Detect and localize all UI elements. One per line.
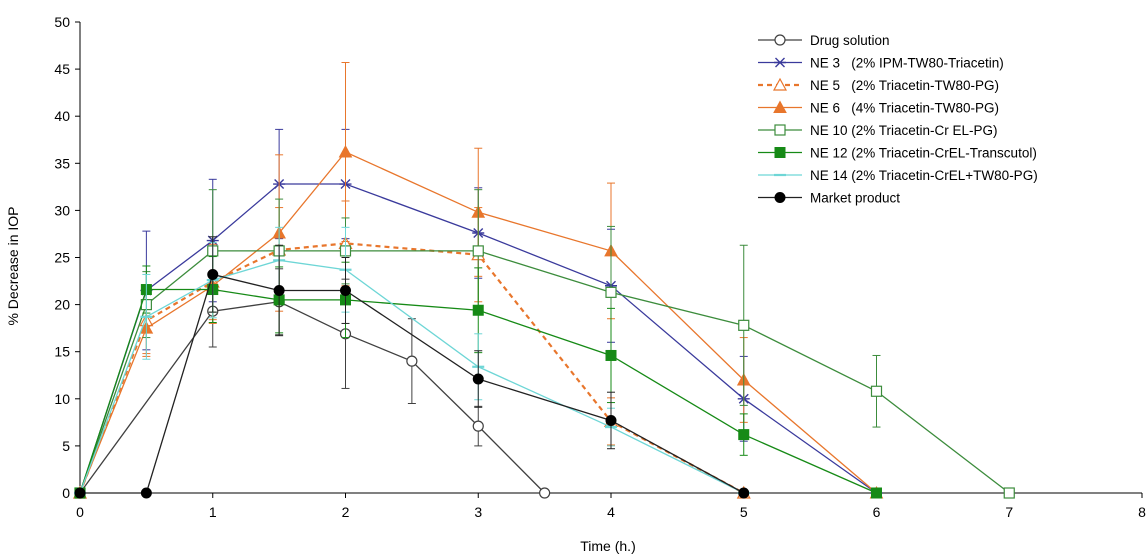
data-point: [605, 414, 617, 426]
y-tick-label: 40: [54, 108, 70, 124]
y-tick-label: 0: [62, 485, 70, 501]
legend: Drug solution NE 3 (2% IPM-TW80-Triacetin…: [758, 33, 1038, 206]
legend-marker: [774, 34, 786, 46]
legend-label: NE 3 (2% IPM-TW80-Triacetin): [810, 56, 1004, 71]
series-line: [78, 242, 745, 494]
x-tick-label: 2: [342, 504, 350, 520]
data-point: [207, 268, 219, 280]
data-point: [472, 245, 484, 257]
legend-marker: [774, 192, 786, 203]
x-tick-label: 6: [873, 504, 881, 520]
data-point: [738, 319, 750, 331]
x-tick-label: 3: [474, 504, 482, 520]
x-axis-title: Time (h.): [580, 538, 635, 554]
y-tick-label: 50: [54, 14, 70, 30]
legend-item: NE 3 (2% IPM-TW80-Triacetin): [758, 56, 1004, 71]
data-point: [74, 487, 86, 499]
legend-item: NE 10 (2% Triacetin-Cr EL-PG): [758, 123, 998, 138]
x-tick-label: 4: [607, 504, 615, 520]
legend-label: Market product: [810, 191, 900, 206]
y-tick-label: 25: [54, 250, 70, 266]
legend-marker: [772, 77, 788, 91]
data-point: [338, 144, 353, 158]
y-axis-title: % Decrease in IOP: [5, 206, 21, 325]
legend-item: NE 5 (2% Triacetin-TW80-PG): [758, 77, 999, 93]
data-point: [472, 420, 484, 432]
series-line: [79, 250, 1010, 494]
data-point: [871, 487, 882, 499]
data-point: [539, 487, 551, 499]
y-tick-label: 20: [54, 297, 70, 313]
data-point: [870, 385, 883, 397]
x-tick-label: 8: [1138, 504, 1146, 520]
data-point: [140, 487, 152, 499]
legend-item: NE 14 (2% Triacetin-CrEL+TW80-PG): [758, 168, 1038, 183]
data-point: [340, 284, 351, 296]
series-group: [74, 236, 750, 499]
legend-marker: [774, 124, 786, 136]
legend-item: Drug solution: [758, 33, 890, 48]
legend-item: NE 6 (4% Triacetin-TW80-PG): [758, 100, 999, 116]
y-tick-label: 45: [54, 61, 70, 77]
legend-label: NE 6 (4% Triacetin-TW80-PG): [810, 101, 999, 116]
legend-marker: [774, 57, 786, 68]
x-tick-label: 7: [1005, 504, 1013, 520]
y-tick-label: 15: [54, 344, 70, 360]
legend-item: Market product: [758, 191, 900, 206]
data-point: [1003, 487, 1015, 499]
legend-marker: [773, 100, 787, 113]
series-line: [80, 273, 745, 494]
data-point: [605, 349, 617, 361]
legend-label: NE 5 (2% Triacetin-TW80-PG): [810, 78, 999, 93]
y-tick-label: 35: [54, 155, 70, 171]
data-point: [605, 286, 617, 298]
y-tick-label: 30: [54, 202, 70, 218]
data-point: [273, 284, 285, 296]
data-point: [738, 487, 750, 499]
legend-label: NE 12 (2% Triacetin-CrEL-Transcutol): [810, 146, 1037, 161]
legend-marker: [774, 147, 786, 158]
legend-label: Drug solution: [810, 33, 890, 48]
y-tick-label: 10: [54, 391, 70, 407]
legend-item: NE 12 (2% Triacetin-CrEL-Transcutol): [758, 146, 1037, 161]
x-tick-label: 0: [76, 504, 84, 520]
plot-area: [72, 62, 1015, 499]
data-point: [472, 304, 484, 316]
series-line: [79, 259, 745, 494]
data-point: [406, 355, 418, 367]
data-point: [472, 373, 484, 385]
y-tick-label: 5: [62, 438, 70, 454]
legend-label: NE 14 (2% Triacetin-CrEL+TW80-PG): [810, 168, 1038, 183]
x-tick-label: 5: [740, 504, 748, 520]
data-point: [738, 429, 750, 441]
legend-label: NE 10 (2% Triacetin-Cr EL-PG): [810, 123, 998, 138]
series-group: [74, 189, 1015, 499]
x-tick-label: 1: [209, 504, 217, 520]
